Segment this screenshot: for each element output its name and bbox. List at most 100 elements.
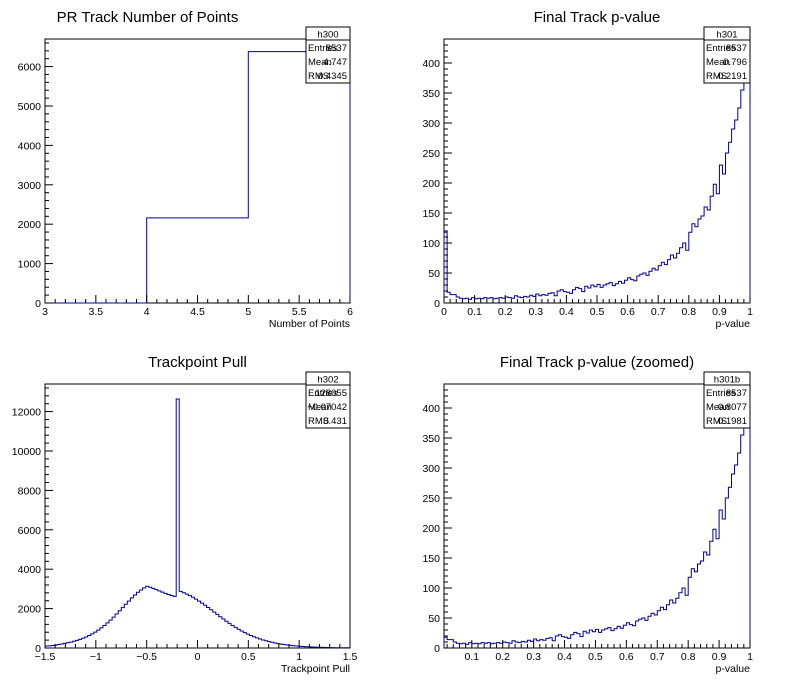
x-tick-label: 1 — [296, 651, 302, 663]
x-tick-label: 1.5 — [343, 651, 358, 663]
y-tick-label: 350 — [422, 88, 440, 100]
stats-row-label: Entries — [308, 388, 338, 399]
plot-frame — [44, 38, 351, 304]
y-tick-label: 300 — [422, 463, 440, 475]
y-tick-label: 2000 — [18, 604, 42, 616]
y-tick-label: 350 — [422, 433, 440, 445]
x-tick-label: 0.6 — [620, 306, 635, 318]
x-tick-label: 1 — [747, 651, 753, 663]
chart-title: PR Track Number of Points — [57, 9, 239, 26]
y-tick-label: 400 — [422, 58, 440, 70]
stats-row-value: 0.2191 — [718, 71, 747, 82]
x-axis-label: Number of Points — [269, 318, 350, 330]
y-tick-label: 200 — [422, 178, 440, 190]
y-tick-label: 0 — [35, 298, 41, 310]
x-tick-label: −1.5 — [35, 651, 56, 663]
x-tick-label: 0.9 — [712, 651, 727, 663]
x-tick-label: 4 — [144, 306, 150, 318]
x-tick-label: 0.3 — [526, 651, 541, 663]
panel-h302: Trackpoint Pull −1.5 −1 −0.5 0 0.5 1 1.5 0 2000 40… — [12, 354, 358, 675]
stats-box-name: h301 — [716, 30, 737, 41]
stats-row-value: 0.1981 — [718, 416, 747, 427]
x-tick-label: 4.5 — [190, 306, 205, 318]
stats-row-label: Mean — [308, 402, 332, 413]
x-tick-label: 0.7 — [650, 651, 665, 663]
x-tick-label: 0.1 — [467, 306, 482, 318]
x-tick-label: 5.5 — [292, 306, 307, 318]
y-tick-label: 6000 — [18, 62, 42, 74]
x-tick-label: 0.2 — [498, 306, 513, 318]
x-tick-label: 0 — [195, 651, 201, 663]
y-tick-label: 12000 — [12, 407, 41, 419]
stats-row-label: Mean — [706, 402, 730, 413]
stats-row-label: RMS — [308, 71, 329, 82]
stats-row-value: 0.4345 — [318, 71, 347, 82]
x-tick-label: −0.5 — [136, 651, 157, 663]
x-tick-label: 0.4 — [557, 651, 572, 663]
y-tick-label: 300 — [422, 118, 440, 130]
y-tick-label: 50 — [428, 268, 440, 280]
histogram-series — [44, 398, 351, 649]
stats-box-frame — [305, 26, 351, 84]
stats-row-label: RMS — [706, 71, 727, 82]
y-tick-label: 250 — [422, 493, 440, 505]
x-tick-label: 0.6 — [619, 651, 634, 663]
panel-h301b: Final Track p-value (zoomed) 0.1 0.2 0.3 0.4… — [422, 354, 753, 675]
x-tick-label: 0.5 — [588, 651, 603, 663]
histogram-series — [45, 51, 351, 304]
x-tick-label: −1 — [90, 651, 102, 663]
x-tick-label: 0.4 — [559, 306, 574, 318]
x-axis-label: p-value — [716, 318, 751, 330]
stats-row-value: 4.747 — [323, 57, 347, 68]
y-tick-label: 2000 — [18, 219, 42, 231]
stats-box-frame — [305, 371, 351, 429]
x-tick-label: 0.3 — [528, 306, 543, 318]
stats-box-name: h301b — [714, 375, 740, 386]
panel-h300: PR Track Number of Points 3 3.5 4 4.5 5 5.5 6 0 1… — [18, 9, 353, 330]
stats-row-value: −0.07042 — [307, 402, 347, 413]
x-tick-label: 0.8 — [681, 651, 696, 663]
y-tick-label: 5000 — [18, 101, 42, 113]
x-axis-label: p-value — [716, 663, 751, 675]
histogram-series — [443, 419, 751, 648]
y-tick-label: 250 — [422, 148, 440, 160]
stats-row-value: 128055 — [315, 388, 347, 399]
chart-title: Final Track p-value — [534, 9, 661, 26]
x-axis-label: Trackpoint Pull — [281, 663, 350, 675]
stats-box-frame — [703, 371, 751, 429]
chart-title: Final Track p-value (zoomed) — [500, 354, 694, 371]
x-tick-label: 0 — [441, 306, 447, 318]
stats-row-value: 0.431 — [323, 416, 347, 427]
stats-row-label: Mean — [706, 57, 730, 68]
stats-row-label: RMS — [308, 416, 329, 427]
x-tick-label: 0.5 — [590, 306, 605, 318]
y-tick-label: 3000 — [18, 180, 42, 192]
x-tick-label: 0.8 — [681, 306, 696, 318]
stats-row-label: RMS — [706, 416, 727, 427]
y-tick-label: 0 — [434, 643, 440, 655]
x-tick-label: 3.5 — [89, 306, 104, 318]
plot-frame — [44, 383, 351, 649]
x-tick-label: 6 — [347, 306, 353, 318]
stats-row-value: 0.796 — [723, 57, 747, 68]
x-tick-label: 1 — [747, 306, 753, 318]
y-tick-label: 150 — [422, 553, 440, 565]
y-tick-label: 200 — [422, 523, 440, 535]
stats-row-value: 8537 — [726, 43, 747, 54]
y-tick-label: 150 — [422, 208, 440, 220]
stats-row-label: Mean — [308, 57, 332, 68]
x-tick-label: 0.7 — [651, 306, 666, 318]
stats-row-value: 0.8077 — [718, 402, 747, 413]
y-tick-label: 10000 — [12, 446, 41, 458]
y-tick-label: 4000 — [18, 564, 42, 576]
x-tick-label: 0.1 — [465, 651, 480, 663]
stats-box-name: h302 — [317, 375, 338, 386]
x-tick-label: 0.9 — [712, 306, 727, 318]
y-tick-label: 100 — [422, 583, 440, 595]
x-tick-label: 3 — [42, 306, 48, 318]
